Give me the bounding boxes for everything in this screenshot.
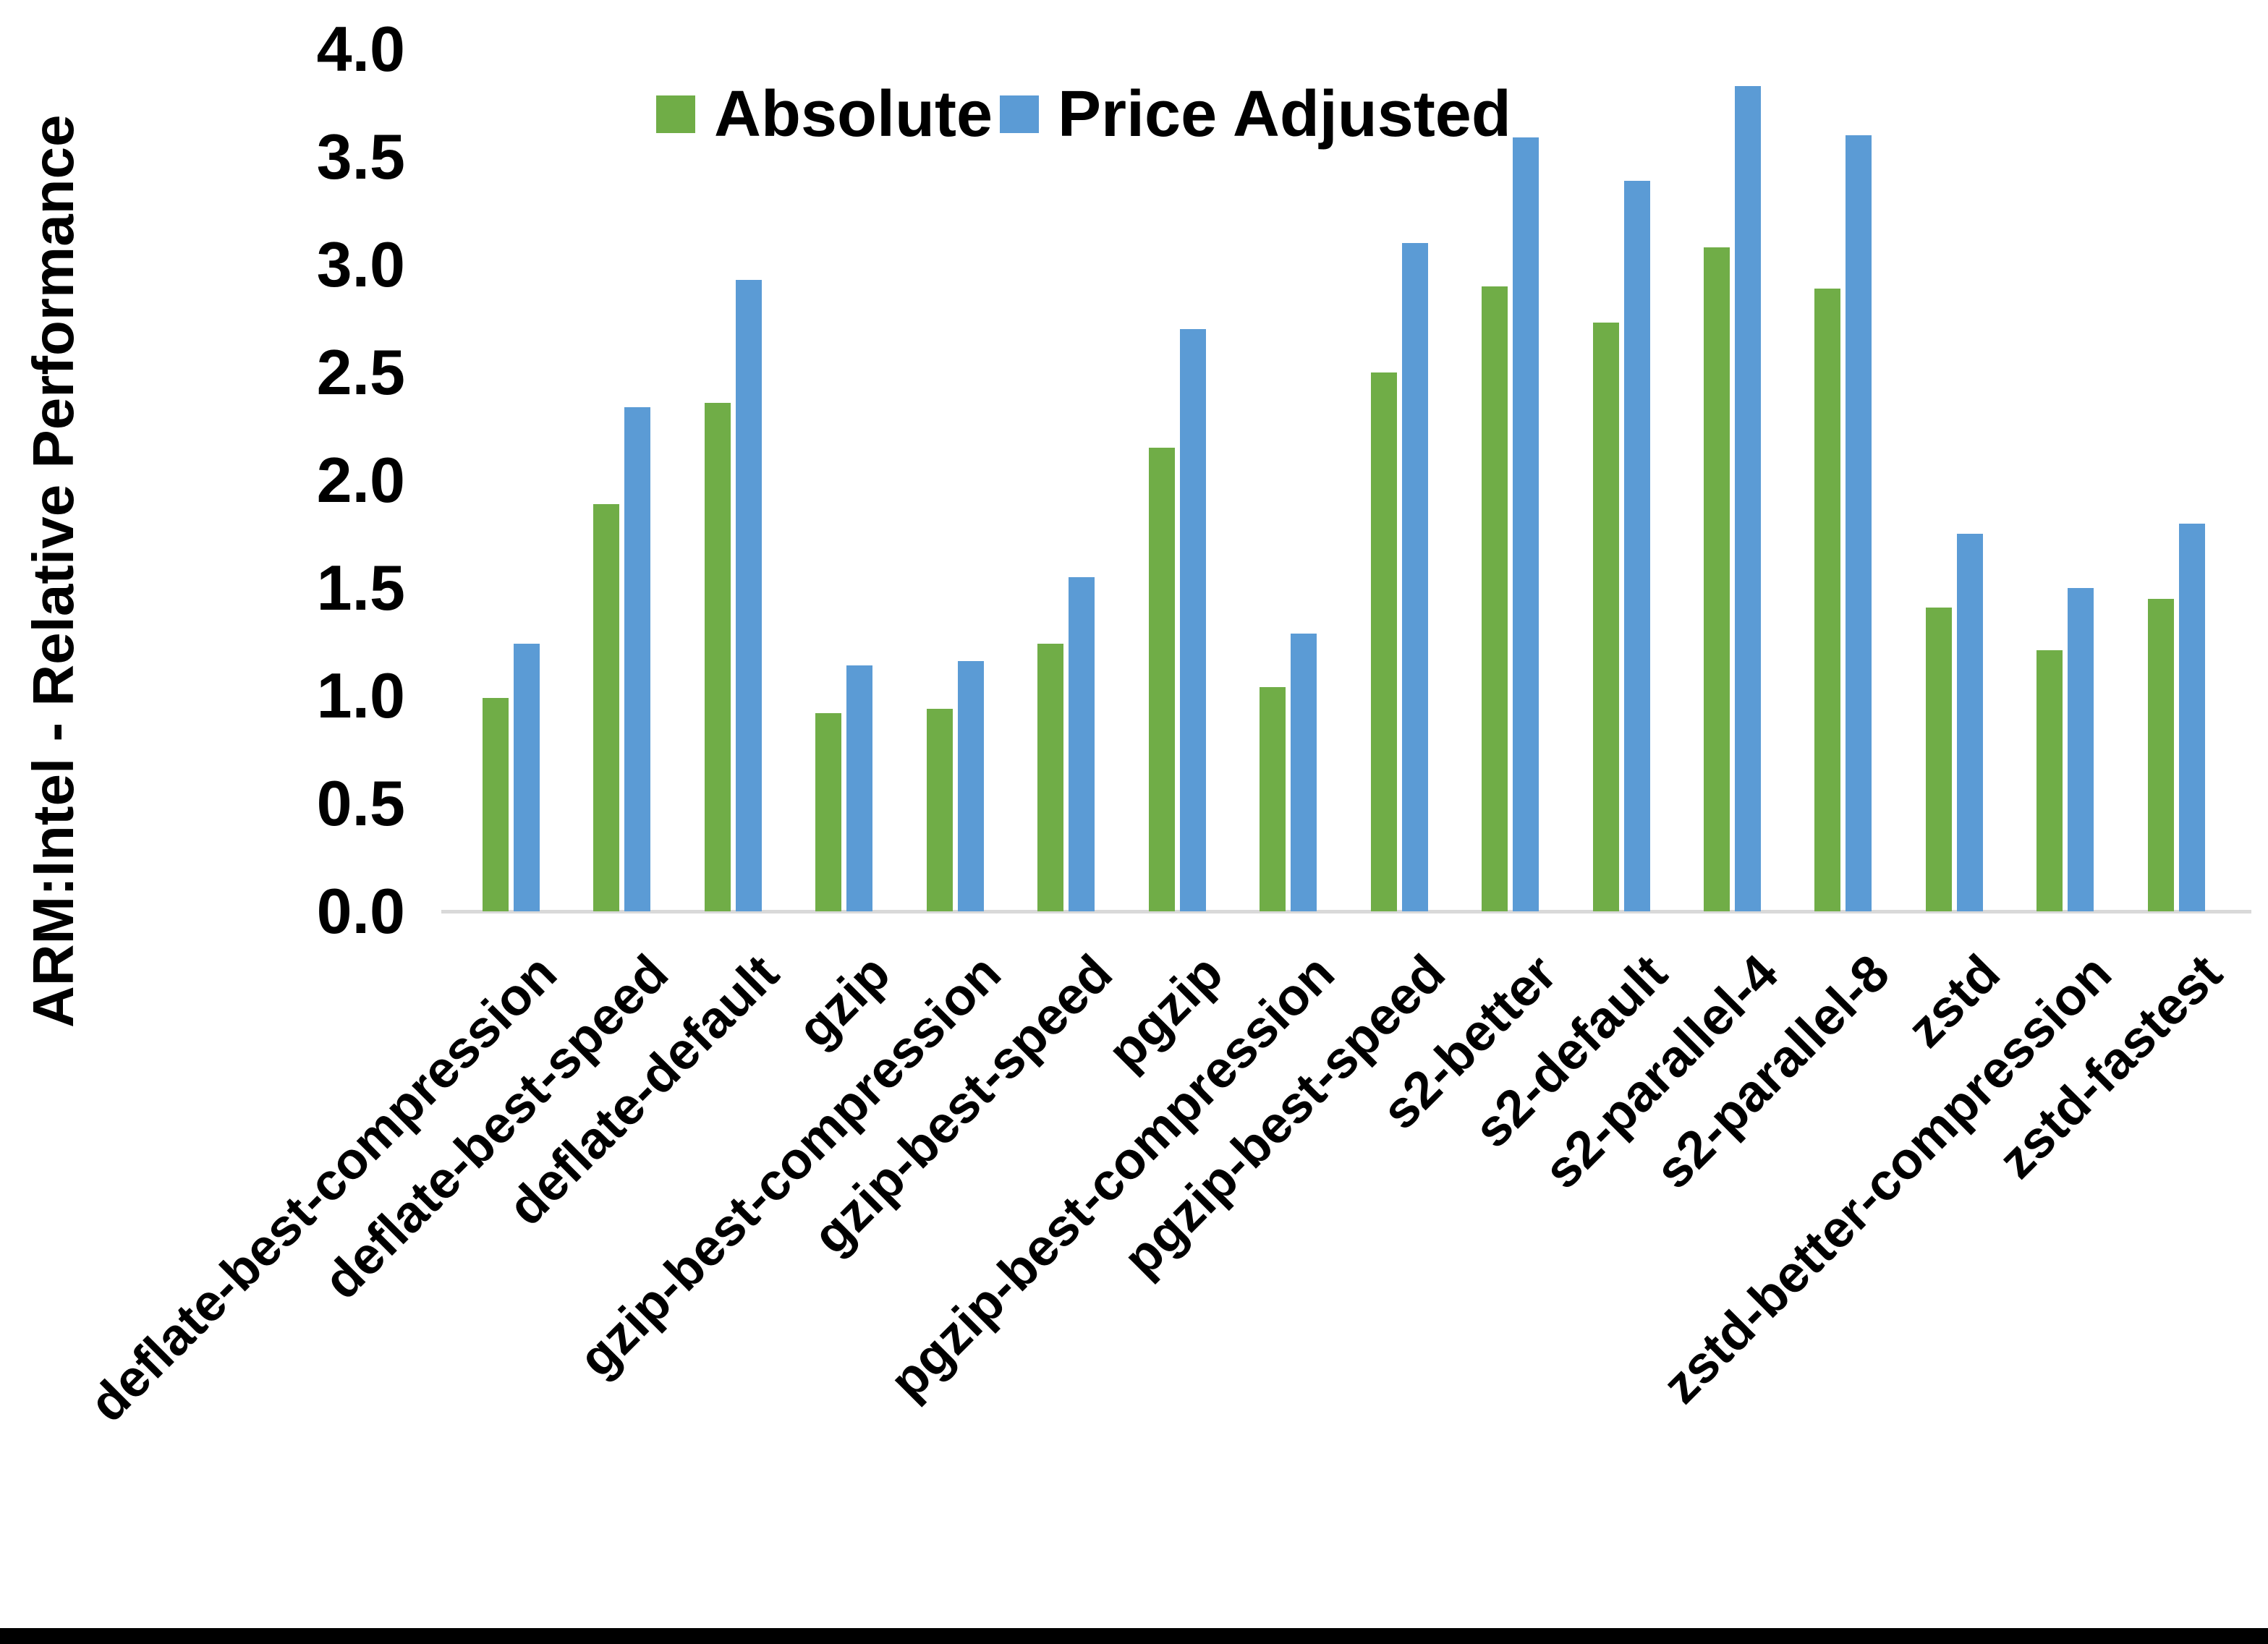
bar-absolute-s2-better (1482, 286, 1508, 911)
y-tick-label-1.5: 1.5 (316, 552, 405, 623)
y-tick-label-2.0: 2.0 (316, 444, 405, 516)
bar-absolute-zstd-fastest (2148, 599, 2174, 911)
bar-price-adjusted-gzip-best-compression (958, 661, 984, 911)
bar-price-adjusted-deflate-default (736, 280, 762, 911)
y-tick-label-4.0: 4.0 (316, 13, 405, 85)
bar-absolute-gzip-best-compression (927, 709, 953, 911)
legend-label-price-adjusted: Price Adjusted (1058, 78, 1511, 150)
bar-price-adjusted-s2-parallel-4 (1735, 86, 1761, 911)
bar-price-adjusted-pgzip-best-compression (1291, 634, 1317, 911)
bar-absolute-deflate-best-speed (593, 504, 619, 911)
bar-price-adjusted-s2-default (1624, 181, 1650, 911)
bar-price-adjusted-s2-better (1513, 137, 1539, 911)
bottom-border (0, 1628, 2268, 1644)
legend-swatch-absolute (656, 95, 695, 133)
bar-absolute-s2-parallel-4 (1704, 247, 1730, 911)
bar-price-adjusted-zstd (1957, 534, 1983, 911)
x-label-deflate-best-compression: deflate-best-compression (78, 944, 568, 1434)
bar-absolute-pgzip-best-speed (1371, 372, 1397, 911)
bar-absolute-zstd-better-compression (2036, 650, 2063, 911)
y-tick-label-3.5: 3.5 (316, 121, 405, 192)
bar-price-adjusted-deflate-best-compression (514, 644, 540, 911)
legend-item-price-adjusted: Price Adjusted (1000, 82, 1511, 147)
legend-swatch-price-adjusted (1000, 95, 1039, 133)
bar-absolute-gzip-best-speed (1037, 644, 1063, 911)
bar-price-adjusted-pgzip-best-speed (1402, 243, 1428, 911)
bar-absolute-pgzip-best-compression (1260, 687, 1286, 911)
bar-price-adjusted-pgzip (1180, 329, 1206, 911)
bar-absolute-gzip (815, 713, 841, 911)
bar-price-adjusted-zstd-better-compression (2068, 588, 2094, 911)
bar-absolute-deflate-best-compression (483, 698, 509, 911)
bar-price-adjusted-gzip-best-speed (1069, 577, 1095, 911)
y-tick-label-2.5: 2.5 (316, 336, 405, 408)
x-axis-line (441, 910, 2251, 913)
bar-price-adjusted-deflate-best-speed (624, 407, 650, 911)
bar-absolute-deflate-default (705, 403, 731, 911)
legend-label-absolute: Absolute (714, 78, 993, 150)
legend-item-absolute: Absolute (656, 82, 993, 147)
y-tick-label-0.0: 0.0 (316, 875, 405, 947)
bar-price-adjusted-zstd-fastest (2179, 524, 2205, 911)
bar-price-adjusted-gzip (846, 665, 872, 911)
bar-absolute-s2-parallel-8 (1814, 289, 1840, 911)
y-tick-label-3.0: 3.0 (316, 229, 405, 300)
bar-absolute-s2-default (1593, 323, 1619, 911)
y-tick-label-1.0: 1.0 (316, 660, 405, 731)
bar-absolute-zstd (1926, 608, 1952, 911)
bar-price-adjusted-s2-parallel-8 (1846, 135, 1872, 911)
y-tick-label-0.5: 0.5 (316, 767, 405, 839)
bar-absolute-pgzip (1149, 448, 1175, 911)
